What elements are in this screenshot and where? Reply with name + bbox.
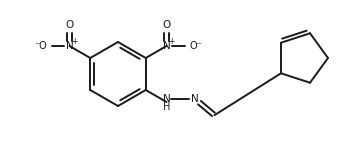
Text: H: H	[163, 102, 170, 112]
Text: O: O	[162, 20, 171, 30]
Text: +: +	[71, 37, 77, 46]
Text: N: N	[163, 41, 171, 51]
Text: ⁻O: ⁻O	[34, 41, 47, 51]
Text: N: N	[163, 94, 171, 103]
Text: N: N	[66, 41, 73, 51]
Text: O: O	[66, 20, 74, 30]
Text: +: +	[168, 37, 174, 46]
Text: O⁻: O⁻	[189, 41, 202, 51]
Text: N: N	[190, 94, 198, 103]
